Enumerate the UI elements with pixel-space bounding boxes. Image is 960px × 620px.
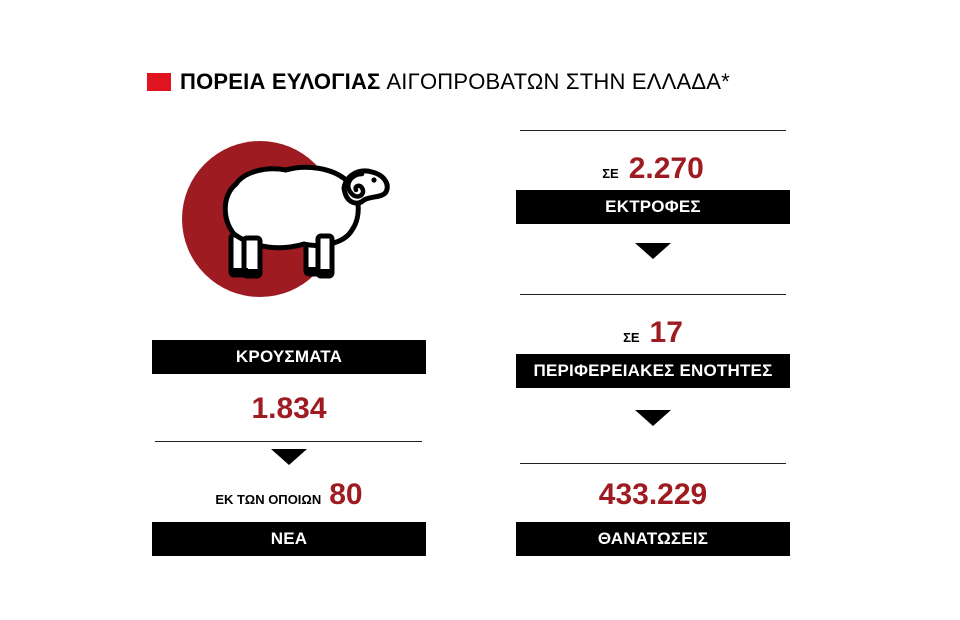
title-bold: ΠΟΡΕΙΑ ΕΥΛΟΓΙΑΣ bbox=[180, 69, 381, 94]
culls-label-bar: ΘΑΝΑΤΩΣΕΙΣ bbox=[516, 522, 790, 556]
arrow-down-icon bbox=[635, 410, 671, 426]
units-value: 17 bbox=[649, 316, 683, 349]
units-row: ΣΕ 17 bbox=[516, 314, 790, 348]
units-label-bar: ΠΕΡΙΦΕΡΕΙΑΚΕΣ ΕΝΟΤΗΤΕΣ bbox=[516, 354, 790, 388]
culls-value: 433.229 bbox=[598, 478, 708, 511]
new-cases-value: 80 bbox=[329, 478, 363, 511]
new-label-bar: ΝΕΑ bbox=[152, 522, 426, 556]
left-divider bbox=[155, 441, 422, 442]
title-marker bbox=[147, 73, 171, 91]
page-title: ΠΟΡΕΙΑ ΕΥΛΟΓΙΑΣ ΑΙΓΟΠΡΟΒΑΤΩΝ ΣΤΗΝ ΕΛΛΑΔΑ… bbox=[147, 68, 730, 96]
right-divider-bottom bbox=[520, 463, 786, 464]
arrow-down-icon bbox=[271, 449, 307, 465]
arrow-down-icon bbox=[635, 243, 671, 259]
cases-label-bar: ΚΡΟΥΣΜΑΤΑ bbox=[152, 340, 426, 374]
farms-label-bar: ΕΚΤΡΟΦΕΣ bbox=[516, 190, 790, 224]
right-divider-top bbox=[520, 130, 786, 131]
units-prefix: ΣΕ bbox=[623, 330, 640, 345]
farms-row: ΣΕ 2.270 bbox=[516, 150, 790, 184]
cases-value: 1.834 bbox=[251, 392, 327, 425]
new-cases-row: ΕΚ ΤΩΝ ΟΠΟΙΩΝ 80 bbox=[152, 476, 426, 510]
title-regular: ΑΙΓΟΠΡΟΒΑΤΩΝ ΣΤΗΝ ΕΛΛΑΔΑ* bbox=[386, 69, 730, 94]
of-which-label: ΕΚ ΤΩΝ ΟΠΟΙΩΝ bbox=[215, 492, 322, 507]
right-divider-middle bbox=[520, 294, 786, 295]
sheep-icon bbox=[222, 164, 390, 279]
farms-prefix: ΣΕ bbox=[602, 166, 619, 181]
farms-value: 2.270 bbox=[628, 152, 704, 185]
